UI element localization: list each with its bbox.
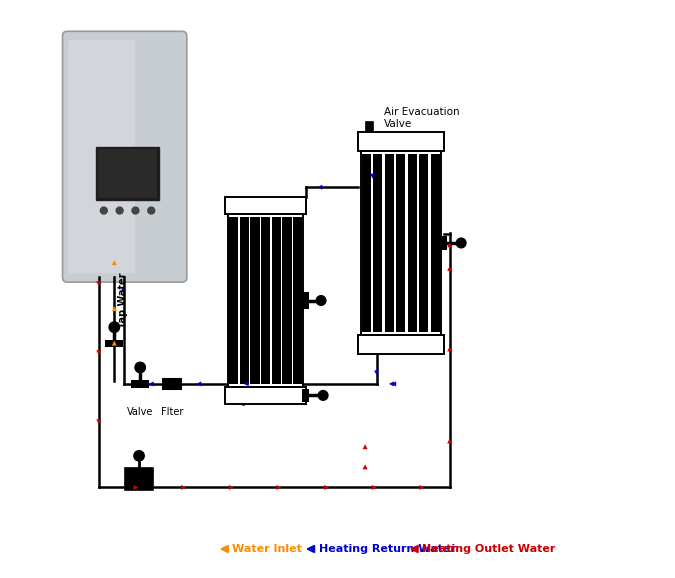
Circle shape [135, 362, 145, 373]
Bar [98, 149, 157, 198]
Bar [163, 379, 181, 389]
Text: Valve: Valve [127, 407, 153, 417]
Bar [358, 132, 444, 151]
Bar [408, 154, 417, 332]
Circle shape [319, 391, 328, 400]
Bar [385, 154, 394, 332]
Circle shape [456, 238, 466, 248]
Bar [125, 469, 153, 490]
Bar [271, 217, 281, 384]
Text: Tap Water: Tap Water [118, 273, 128, 328]
Circle shape [132, 207, 139, 214]
Bar [228, 214, 303, 387]
Bar [396, 154, 406, 332]
Bar [228, 214, 303, 387]
Bar [240, 217, 249, 384]
Circle shape [316, 296, 326, 305]
Bar [261, 217, 270, 384]
FancyBboxPatch shape [68, 40, 135, 273]
Circle shape [109, 322, 119, 332]
Text: Heating Outlet Water: Heating Outlet Water [422, 544, 556, 554]
Bar [366, 121, 373, 131]
Circle shape [101, 207, 107, 214]
Bar [419, 154, 429, 332]
Bar [373, 154, 382, 332]
Bar [250, 217, 259, 384]
Bar [225, 197, 306, 214]
Circle shape [116, 207, 123, 214]
Bar [131, 380, 149, 388]
Bar [293, 217, 302, 384]
Bar [229, 217, 238, 384]
Bar [96, 147, 159, 200]
Bar [360, 151, 441, 335]
Bar [225, 387, 306, 404]
Circle shape [134, 451, 144, 461]
Text: Water Inlet: Water Inlet [232, 544, 302, 554]
Bar [302, 388, 309, 402]
Text: FIter: FIter [161, 407, 183, 417]
Circle shape [148, 207, 155, 214]
Bar [362, 154, 371, 332]
Bar [360, 151, 441, 335]
Bar [105, 340, 124, 347]
Bar [431, 154, 440, 332]
FancyBboxPatch shape [63, 31, 187, 282]
Text: Air Evacuation
Valve: Air Evacuation Valve [384, 108, 460, 129]
Text: Heating Return Water: Heating Return Water [319, 544, 456, 554]
Bar [282, 217, 292, 384]
Bar [441, 236, 448, 250]
Bar [302, 292, 309, 309]
Bar [358, 335, 444, 354]
